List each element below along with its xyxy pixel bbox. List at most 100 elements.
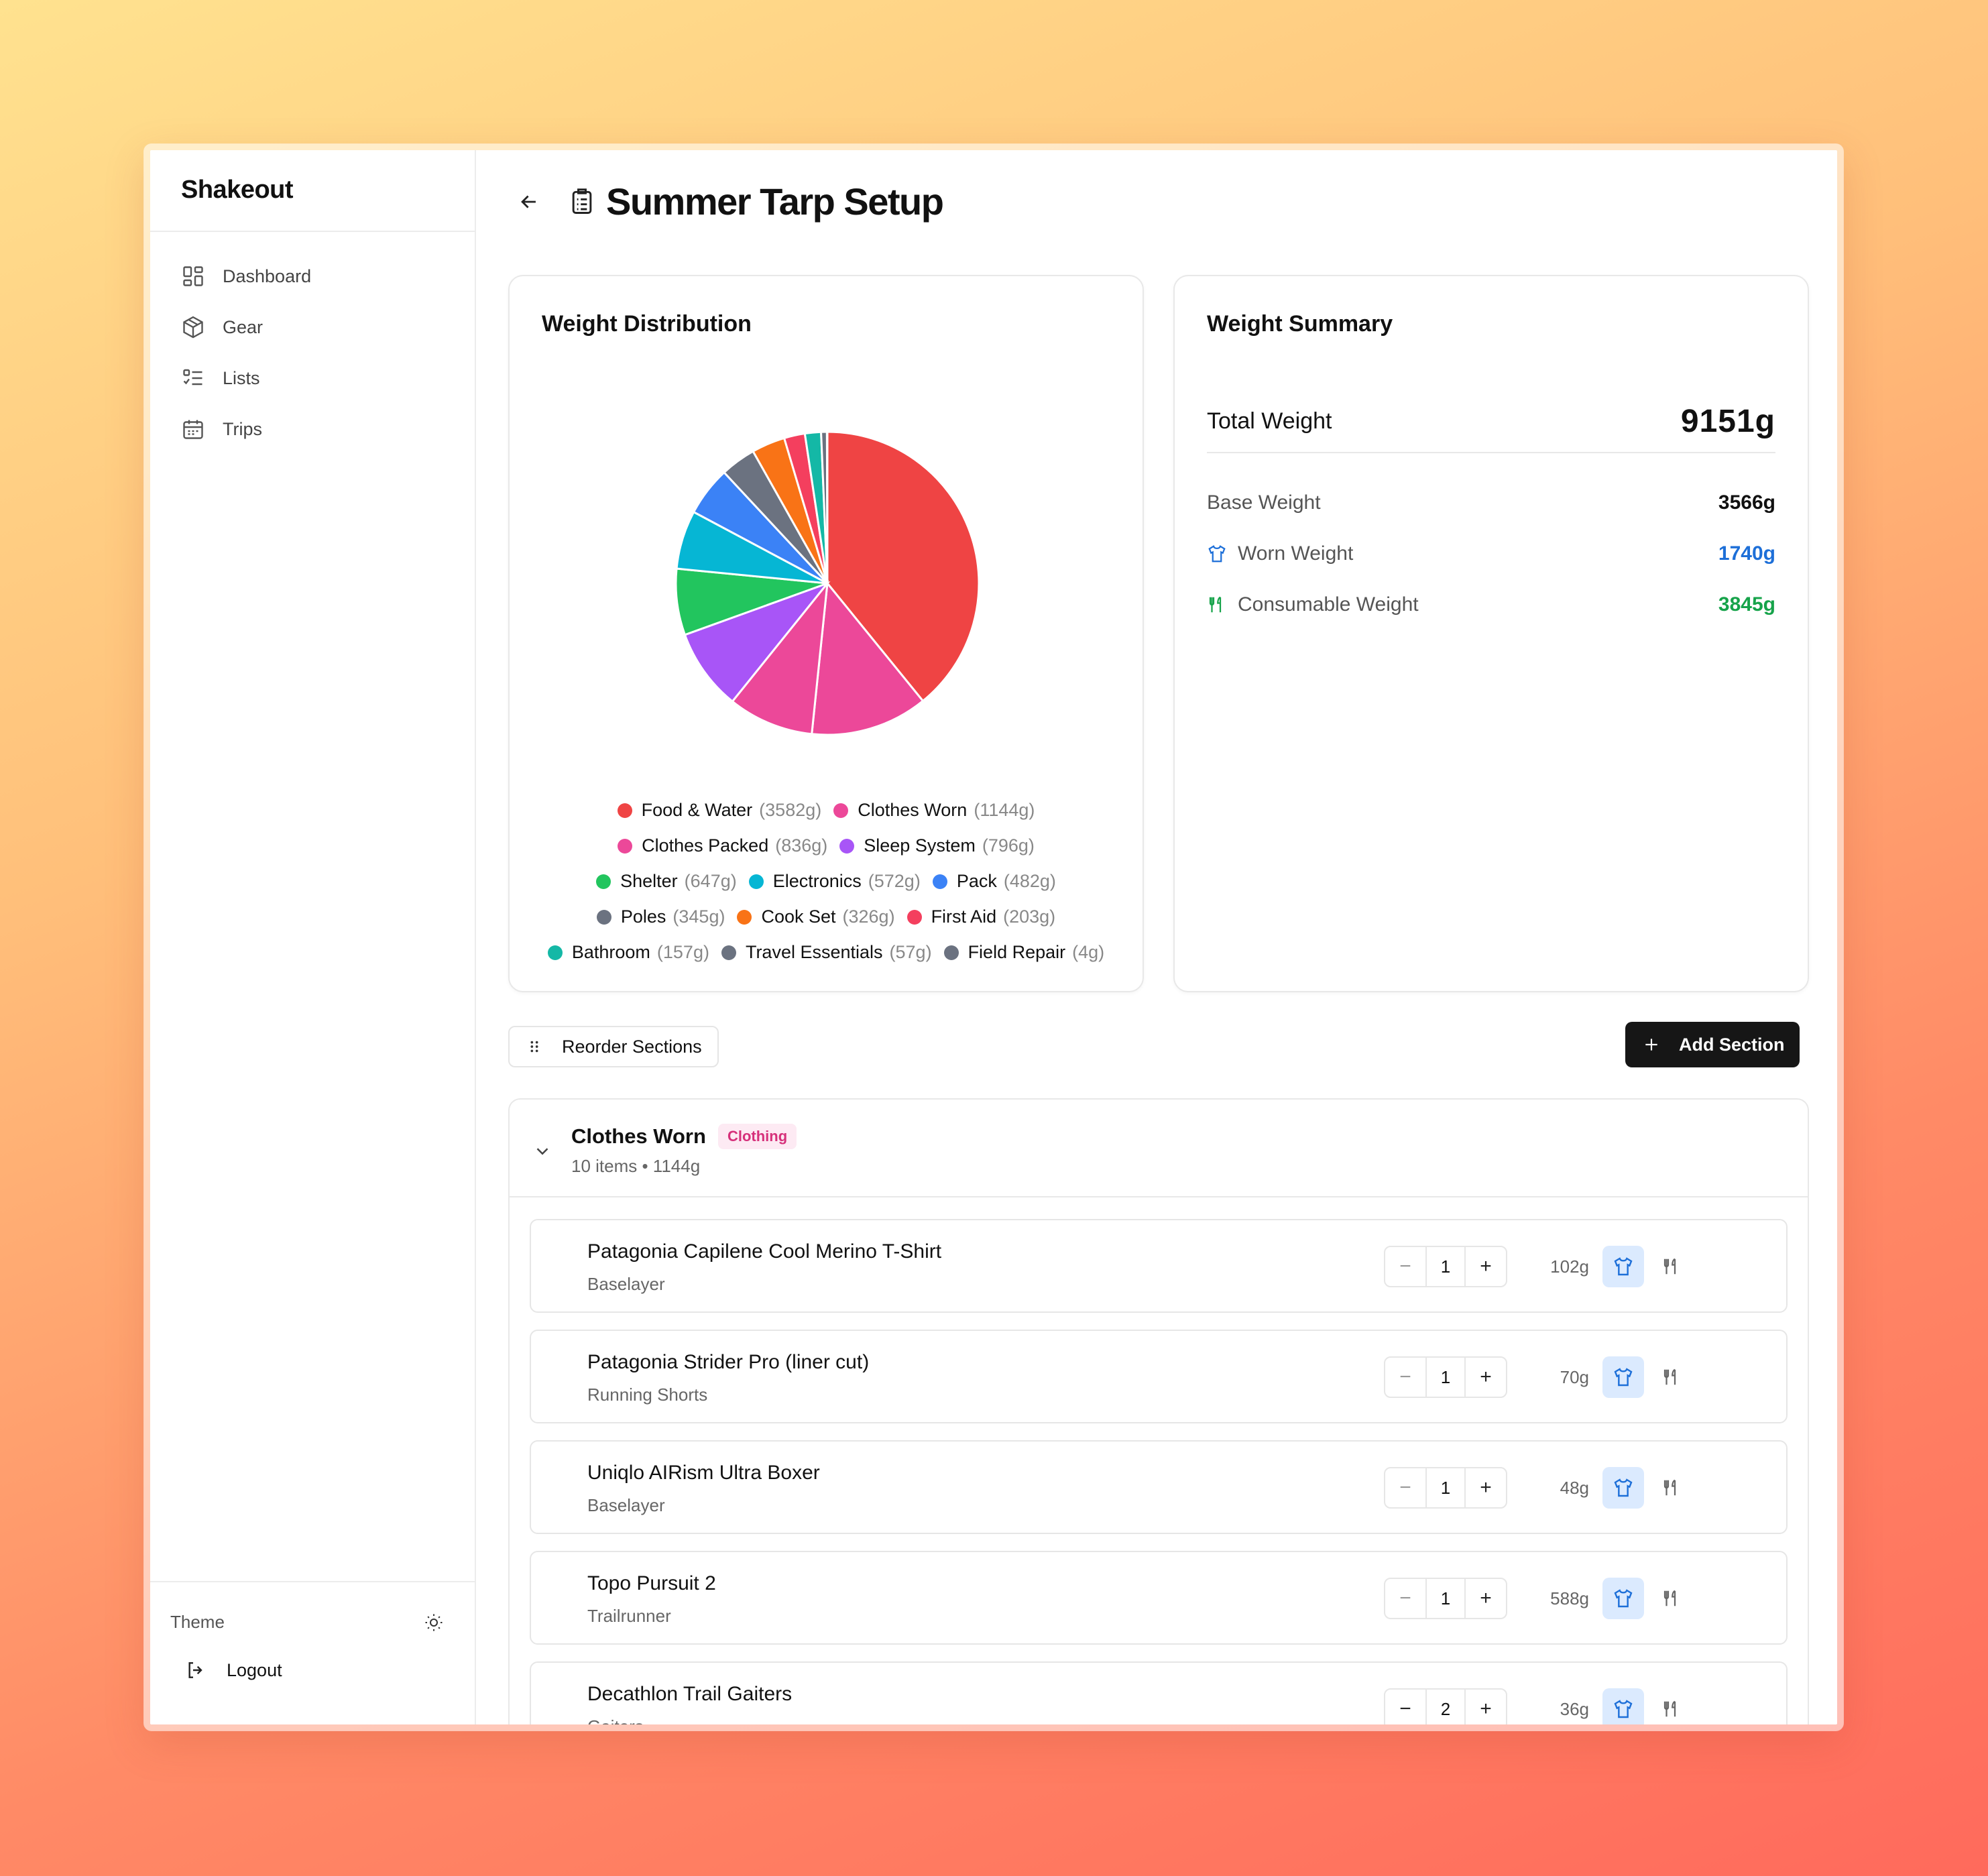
pie-slice[interactable] <box>731 580 829 736</box>
worn-weight-row: Worn Weight 1740g <box>1207 534 1775 574</box>
legend-value: (836g) <box>775 835 828 856</box>
consumable-toggle[interactable] <box>1651 1688 1692 1724</box>
decrement-button[interactable]: − <box>1399 1476 1411 1499</box>
decrement-button[interactable]: − <box>1399 1366 1411 1388</box>
main-content: Summer Tarp Setup Weight Distribution Fo… <box>477 150 1837 1724</box>
item-row[interactable]: Uniqlo AIRism Ultra Boxer Baselayer −1 +48g <box>530 1440 1788 1534</box>
worn-toggle[interactable] <box>1602 1578 1644 1619</box>
quantity-value[interactable]: 1 <box>1425 1358 1466 1397</box>
item-type: Baselayer <box>587 1495 665 1515</box>
legend-dot <box>737 909 752 925</box>
section-clothes-worn: Clothes Worn Clothing 10 items • 1144g P… <box>508 1098 1809 1724</box>
legend-item[interactable]: Bathroom (157g) <box>547 942 709 963</box>
increment-button[interactable]: + <box>1480 1255 1492 1277</box>
list-icon <box>183 369 202 386</box>
item-type: Running Shorts <box>587 1385 708 1405</box>
add-section-label: Add Section <box>1679 1034 1785 1055</box>
quantity-value[interactable]: 1 <box>1425 1468 1466 1507</box>
utensils-icon <box>1663 1479 1676 1496</box>
legend-row: Food & Water (3582g) Clothes Worn (1144g) <box>510 793 1143 828</box>
worn-toggle[interactable] <box>1602 1356 1644 1398</box>
sidebar-item-label: Dashboard <box>223 266 312 286</box>
quantity-value[interactable]: 1 <box>1425 1579 1466 1618</box>
legend-item[interactable]: Clothes Packed (836g) <box>618 835 827 856</box>
legend-dot <box>932 874 947 889</box>
chart-legend: Food & Water (3582g) Clothes Worn (1144g) Cl… <box>510 793 1143 970</box>
reorder-sections-button[interactable]: Reorder Sections <box>508 1026 719 1067</box>
consumable-toggle[interactable] <box>1651 1467 1692 1509</box>
legend-label: Pack <box>956 871 997 891</box>
legend-item[interactable]: Cook Set (326g) <box>737 906 895 927</box>
sidebar-item-dashboard[interactable]: Dashboard <box>150 251 475 302</box>
utensils-icon <box>1209 596 1222 613</box>
legend-dot <box>907 909 922 925</box>
reorder-label: Reorder Sections <box>562 1036 702 1057</box>
page-title: Summer Tarp Setup <box>606 180 944 223</box>
legend-item[interactable]: Clothes Worn (1144g) <box>833 800 1035 821</box>
increment-button[interactable]: + <box>1480 1366 1492 1388</box>
sidebar-item-label: Trips <box>223 418 262 439</box>
legend-value: (796g) <box>982 835 1035 856</box>
utensils-icon <box>1663 1368 1676 1385</box>
sidebar-item-lists[interactable]: Lists <box>150 353 475 404</box>
worn-toggle[interactable] <box>1602 1246 1644 1287</box>
sidebar-item-gear[interactable]: Gear <box>150 302 475 353</box>
item-row[interactable]: Patagonia Capilene Cool Merino T-Shirt Ba… <box>530 1219 1788 1313</box>
item-name: Uniqlo AIRism Ultra Boxer <box>587 1462 820 1484</box>
legend-label: Sleep System <box>864 835 976 856</box>
logout-button[interactable]: Logout <box>150 1633 475 1681</box>
sun-icon[interactable] <box>424 1613 444 1633</box>
item-row[interactable]: Decathlon Trail Gaiters Gaiters −2 +36g <box>530 1661 1788 1724</box>
shirt-icon <box>1614 1700 1633 1718</box>
pie-slice[interactable] <box>675 567 828 636</box>
increment-button[interactable]: + <box>1480 1476 1492 1499</box>
pie-slice[interactable] <box>811 581 925 736</box>
box-icon <box>183 316 203 339</box>
increment-button[interactable]: + <box>1480 1587 1492 1609</box>
decrement-button[interactable]: − <box>1399 1255 1411 1277</box>
legend-item[interactable]: Pack (482g) <box>932 871 1056 892</box>
pie-slice[interactable] <box>683 581 831 703</box>
consumable-toggle[interactable] <box>1651 1246 1692 1287</box>
decrement-button[interactable]: − <box>1399 1698 1411 1720</box>
item-name: Topo Pursuit 2 <box>587 1572 716 1594</box>
legend-item[interactable]: First Aid (203g) <box>907 906 1055 927</box>
legend-dot <box>721 945 736 960</box>
legend-dot <box>547 945 563 960</box>
quantity-value[interactable]: 2 <box>1425 1690 1466 1724</box>
section-header[interactable]: Clothes Worn Clothing 10 items • 1144g <box>510 1100 1808 1197</box>
shirt-icon <box>1208 545 1226 563</box>
legend-value: (157g) <box>656 942 709 962</box>
item-name: Patagonia Capilene Cool Merino T-Shirt <box>587 1240 942 1263</box>
legend-dot <box>596 909 611 925</box>
consumable-toggle[interactable] <box>1651 1578 1692 1619</box>
legend-item[interactable]: Food & Water (3582g) <box>617 800 821 821</box>
category-badge: Clothing <box>717 1124 797 1149</box>
legend-item[interactable]: Shelter (647g) <box>596 871 737 892</box>
pie-slice[interactable] <box>826 430 980 703</box>
add-section-button[interactable]: Add Section <box>1625 1022 1800 1067</box>
increment-button[interactable]: + <box>1480 1698 1492 1720</box>
chevron-down-icon[interactable] <box>532 1141 552 1161</box>
logout-label: Logout <box>227 1659 282 1680</box>
item-weight: 70g <box>1560 1366 1589 1387</box>
consumable-toggle[interactable] <box>1651 1356 1692 1398</box>
worn-weight-value: 1740g <box>1718 542 1775 565</box>
legend-item[interactable]: Sleep System (796g) <box>839 835 1035 856</box>
worn-toggle[interactable] <box>1602 1467 1644 1509</box>
sidebar-item-trips[interactable]: Trips <box>150 404 475 455</box>
item-row[interactable]: Patagonia Strider Pro (liner cut) Running… <box>530 1330 1788 1423</box>
legend-item[interactable]: Poles (345g) <box>596 906 725 927</box>
legend-value: (1144g) <box>974 800 1035 820</box>
legend-value: (647g) <box>684 871 737 891</box>
legend-label: Travel Essentials <box>745 942 883 962</box>
item-row[interactable]: Topo Pursuit 2 Trailrunner −1 +588g <box>530 1551 1788 1645</box>
decrement-button[interactable]: − <box>1399 1587 1411 1609</box>
legend-item[interactable]: Electronics (572g) <box>748 871 921 892</box>
worn-toggle[interactable] <box>1602 1688 1644 1724</box>
legend-item[interactable]: Field Repair (4g) <box>943 942 1104 963</box>
quantity-value[interactable]: 1 <box>1425 1247 1466 1286</box>
legend-item[interactable]: Travel Essentials (57g) <box>721 942 932 963</box>
back-arrow-icon[interactable] <box>518 190 540 213</box>
sidebar-item-label: Gear <box>223 316 264 337</box>
